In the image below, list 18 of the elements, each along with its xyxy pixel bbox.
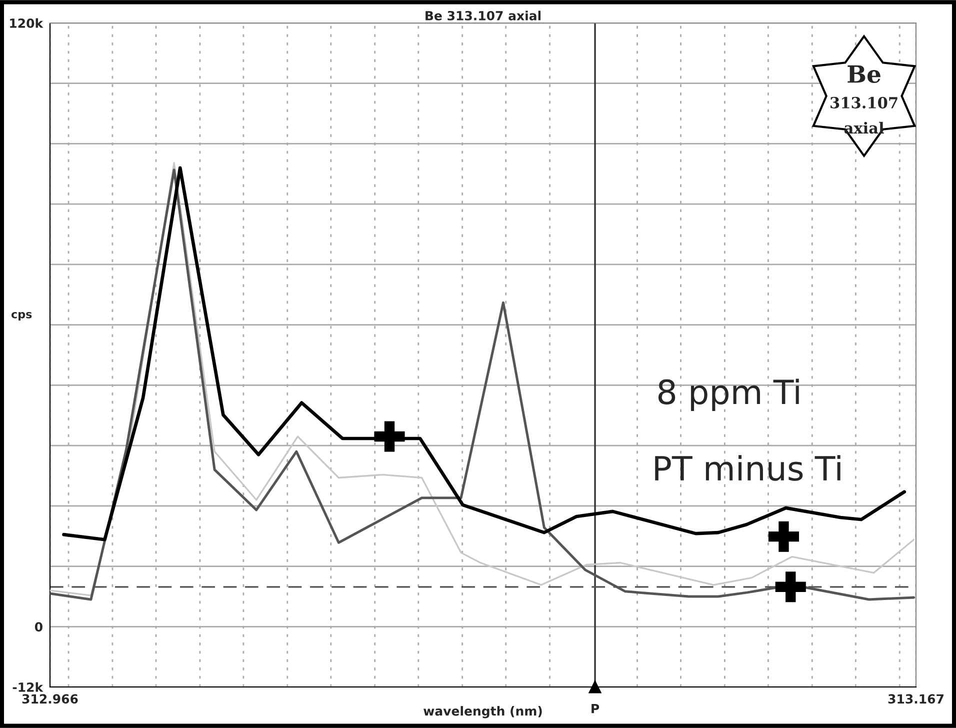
y-tick-label: -12k (12, 682, 44, 692)
annotation: 313.107 (830, 96, 898, 108)
chart-title: Be 313.107 axial (426, 10, 541, 20)
y-tick-label: 0 (34, 622, 42, 632)
point (374, 421, 405, 452)
y-axis-title: cps (12, 312, 32, 321)
x-axis-title: wavelength (nm) (424, 706, 542, 718)
point (775, 572, 806, 602)
y-tick-label: 120k (10, 18, 44, 28)
x-tick-label: 313.167 (888, 694, 944, 704)
annotation: PT minus Ti (655, 455, 840, 481)
annotation: 8 ppm Ti (658, 378, 799, 411)
x-tick-label: 312.966 (22, 694, 78, 704)
annotation: axial (844, 122, 884, 134)
point (768, 521, 800, 552)
annotation: Be (848, 65, 880, 83)
line-series (62, 166, 906, 542)
ref-line-label: P (592, 704, 600, 714)
